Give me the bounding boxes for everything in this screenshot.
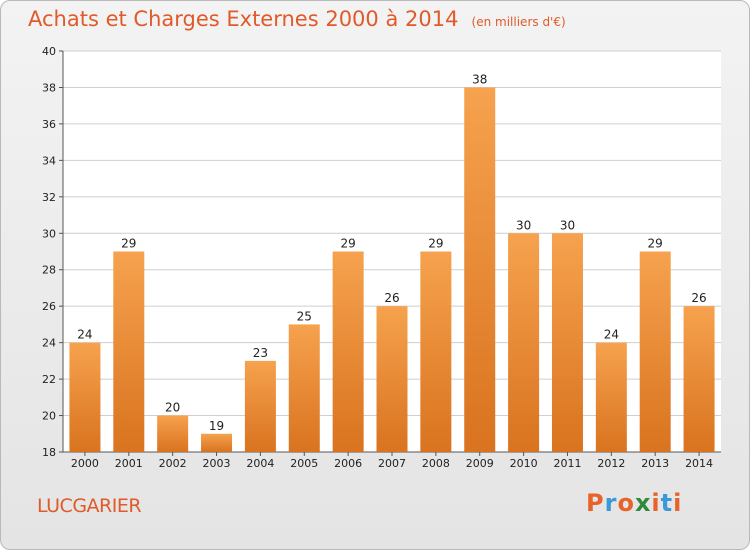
data-label: 30 bbox=[516, 218, 531, 232]
x-tick-label: 2008 bbox=[422, 457, 450, 470]
x-tick-label: 2006 bbox=[334, 457, 362, 470]
commune-name: LUCGARIER bbox=[37, 495, 142, 517]
x-tick-label: 2002 bbox=[159, 457, 187, 470]
title-row: Achats et Charges Externes 2000 à 2014 (… bbox=[28, 7, 566, 31]
x-tick-label: 2009 bbox=[466, 457, 494, 470]
data-label: 26 bbox=[691, 291, 706, 305]
brand-letter: t bbox=[660, 489, 674, 517]
x-tick-label: 2013 bbox=[641, 457, 669, 470]
y-tick-label: 22 bbox=[42, 373, 56, 386]
bar bbox=[332, 251, 364, 452]
x-tick-label: 2005 bbox=[290, 457, 318, 470]
x-tick-label: 2011 bbox=[553, 457, 581, 470]
y-tick-label: 28 bbox=[42, 264, 56, 277]
x-tick-label: 2007 bbox=[378, 457, 406, 470]
bars bbox=[69, 87, 715, 453]
x-tick-label: 2010 bbox=[510, 457, 538, 470]
x-tick-label: 2014 bbox=[685, 457, 713, 470]
chart-title: Achats et Charges Externes 2000 à 2014 bbox=[28, 7, 459, 31]
x-tick-label: 2012 bbox=[597, 457, 625, 470]
y-tick-label: 38 bbox=[42, 81, 56, 94]
data-label: 23 bbox=[253, 346, 268, 360]
data-label: 24 bbox=[77, 328, 92, 342]
bar bbox=[288, 324, 320, 452]
y-tick-label: 18 bbox=[42, 446, 56, 459]
bar bbox=[683, 306, 715, 452]
bar bbox=[113, 251, 145, 452]
x-tick-label: 2004 bbox=[246, 457, 274, 470]
bar bbox=[244, 360, 276, 452]
bar bbox=[639, 251, 671, 452]
axes: 18 20 22 24 26 28 30 32 34 36 38 40 2000 2001 2002 2003… bbox=[42, 45, 721, 470]
brand-letter: r bbox=[604, 489, 618, 517]
bar bbox=[201, 433, 233, 452]
y-tick-label: 20 bbox=[42, 410, 56, 423]
data-label: 24 bbox=[604, 328, 619, 342]
bar bbox=[376, 306, 408, 452]
y-tick-label: 34 bbox=[42, 154, 56, 167]
bar bbox=[420, 251, 452, 452]
x-tick-label: 2003 bbox=[203, 457, 231, 470]
brand-letter: x bbox=[634, 489, 652, 517]
bar bbox=[595, 342, 627, 452]
data-label: 38 bbox=[472, 72, 487, 86]
bar bbox=[157, 415, 189, 452]
data-label: 25 bbox=[297, 309, 312, 323]
y-tick-label: 26 bbox=[42, 300, 56, 313]
bar bbox=[464, 87, 496, 453]
y-tick-label: 32 bbox=[42, 191, 56, 204]
brand-letter: o bbox=[617, 489, 635, 517]
bar bbox=[508, 233, 540, 452]
labels: 24 29 20 19 23 25 29 26 29 38 30 30 24 29 26 bbox=[77, 72, 706, 432]
data-label: 30 bbox=[560, 218, 575, 232]
bar bbox=[69, 342, 101, 452]
data-label: 29 bbox=[648, 237, 663, 251]
y-tick-label: 30 bbox=[42, 227, 56, 240]
brand-letter: i bbox=[673, 489, 683, 517]
y-tick-label: 36 bbox=[42, 118, 56, 131]
y-tick-label: 24 bbox=[42, 337, 56, 350]
proxiti-logo: Proxiti bbox=[586, 489, 682, 517]
brand-letter: P bbox=[586, 489, 605, 517]
x-tick-label: 2000 bbox=[71, 457, 99, 470]
y-tick-label: 40 bbox=[42, 45, 56, 58]
data-label: 19 bbox=[209, 419, 224, 433]
bar bbox=[551, 233, 583, 452]
data-label: 20 bbox=[165, 401, 180, 415]
data-label: 29 bbox=[121, 237, 136, 251]
data-label: 29 bbox=[340, 237, 355, 251]
x-tick-label: 2001 bbox=[115, 457, 143, 470]
brand-letter: i bbox=[651, 489, 661, 517]
chart-subtitle: (en milliers d'€) bbox=[471, 15, 566, 29]
data-label: 29 bbox=[428, 237, 443, 251]
data-label: 26 bbox=[384, 291, 399, 305]
